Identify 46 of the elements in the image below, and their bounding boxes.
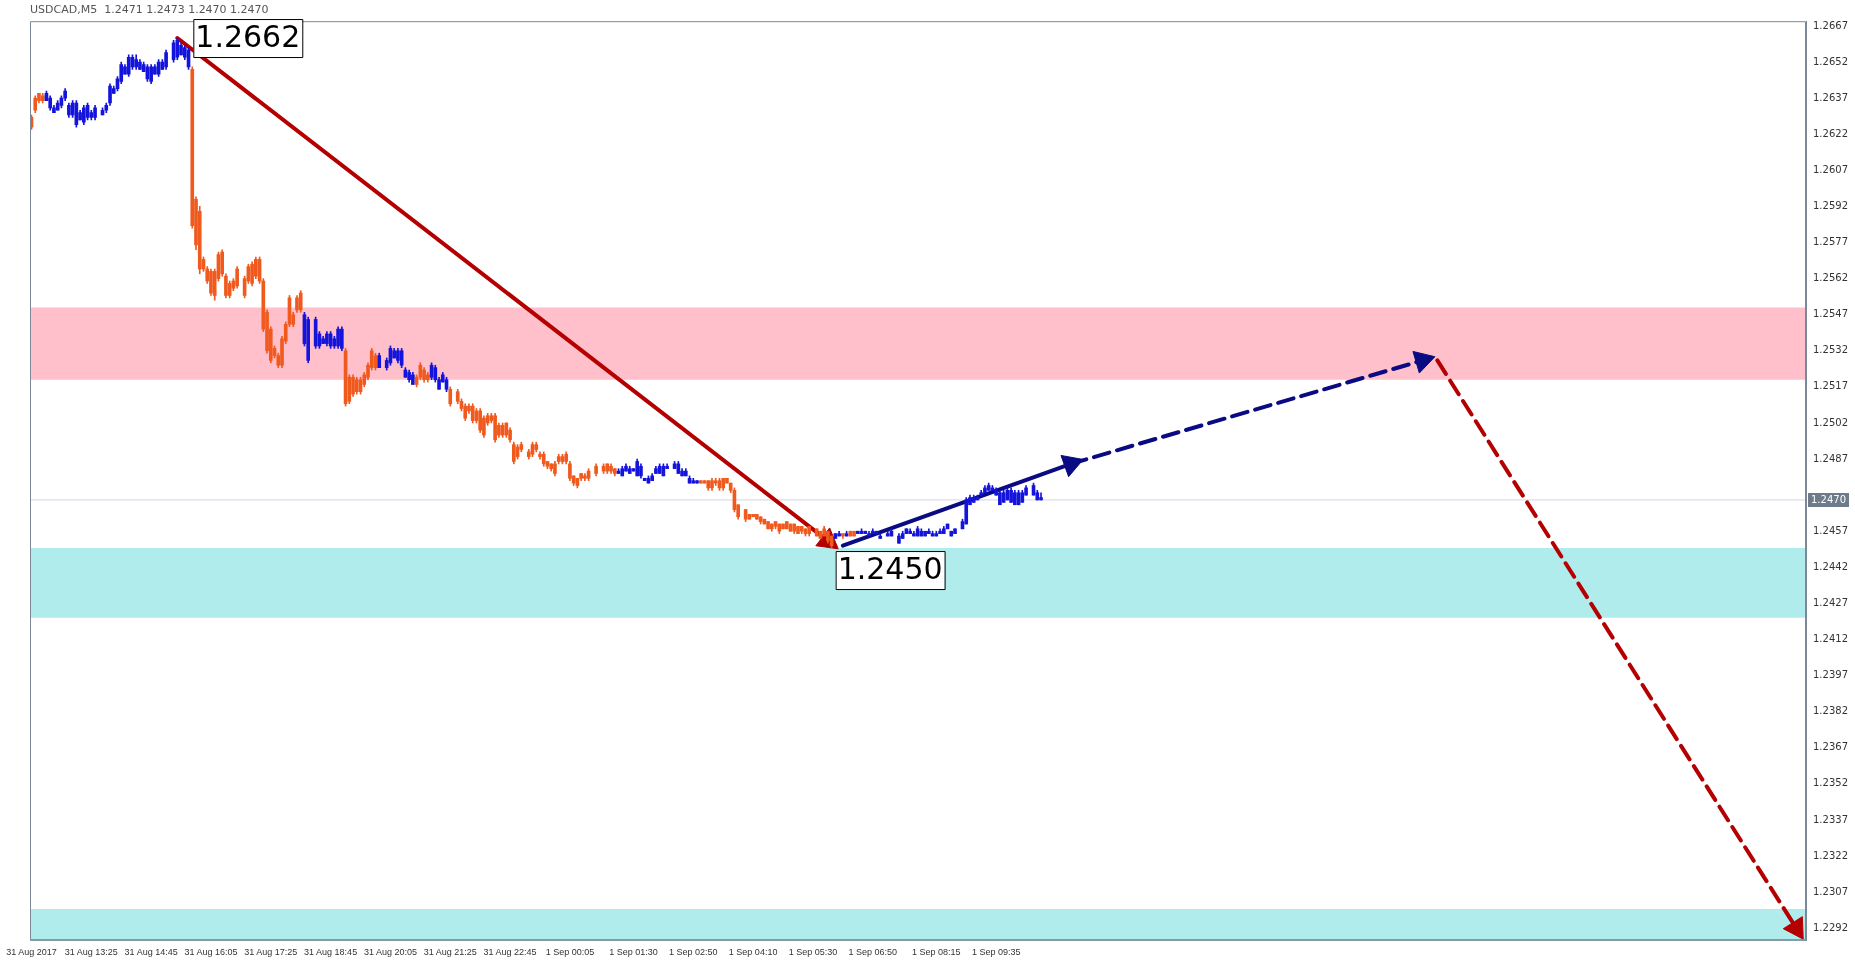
y-tick-label: 1.2412 [1813, 633, 1849, 645]
y-tick-label: 1.2532 [1813, 344, 1849, 356]
annotation: 1.2450 [837, 550, 943, 586]
annotation: 1.2662 [195, 18, 301, 54]
y-tick-label: 1.2487 [1813, 452, 1849, 464]
y-tick-label: 1.2307 [1813, 885, 1849, 897]
y-tick-label: 1.2337 [1813, 813, 1849, 825]
y-tick-label: 1.2667 [1813, 19, 1849, 31]
y-tick-label: 1.2352 [1813, 777, 1849, 789]
x-tick-label: 31 Aug 2017 [6, 947, 57, 958]
ref-line-label: 1.2470 [1811, 493, 1847, 505]
y-tick-label: 1.2652 [1813, 55, 1849, 67]
x-tick-label: 31 Aug 21:25 [423, 947, 477, 958]
y-tick-label: 1.2427 [1813, 596, 1849, 608]
y-tick-label: 1.2397 [1813, 669, 1849, 681]
y-tick-label: 1.2577 [1813, 236, 1849, 248]
y-tick-label: 1.2547 [1813, 308, 1849, 320]
y-tick-label: 1.2607 [1813, 163, 1849, 175]
x-tick-label: 1 Sep 08:15 [912, 947, 961, 958]
y-tick-label: 1.2292 [1813, 921, 1849, 933]
y-tick-label: 1.2592 [1813, 200, 1849, 212]
y-tick-label: 1.2382 [1813, 705, 1849, 717]
x-tick-label: 31 Aug 20:05 [363, 947, 417, 958]
y-tick-label: 1.2622 [1813, 127, 1849, 139]
x-tick-label: 1 Sep 01:30 [609, 947, 658, 958]
y-tick-label: 1.2637 [1813, 91, 1849, 103]
y-tick-label: 1.2457 [1813, 524, 1849, 536]
x-tick-label: 1 Sep 05:30 [788, 947, 838, 958]
x-tick-label: 1 Sep 06:50 [848, 947, 898, 958]
x-tick-label: 1 Sep 04:10 [728, 947, 778, 958]
y-tick-label: 1.2562 [1813, 272, 1849, 284]
x-tick-label: 31 Aug 16:05 [184, 947, 238, 958]
x-tick-label: 31 Aug 18:45 [304, 947, 358, 958]
chart-title: USDCAD,M5 1.2471 1.2473 1.2470 1.2470 [30, 3, 269, 17]
y-tick-label: 1.2517 [1813, 380, 1849, 392]
x-tick-label: 1 Sep 09:35 [971, 947, 1021, 958]
x-tick-label: 31 Aug 22:45 [483, 947, 537, 958]
x-tick-label: 31 Aug 17:25 [244, 947, 298, 958]
x-tick-label: 1 Sep 00:05 [545, 947, 595, 958]
y-tick-label: 1.2367 [1813, 741, 1849, 753]
y-tick-label: 1.2442 [1813, 560, 1849, 572]
x-tick-label: 1 Sep 02:50 [669, 947, 718, 958]
y-tick-label: 1.2322 [1813, 849, 1849, 861]
y-tick-label: 1.2502 [1813, 416, 1849, 428]
x-tick-label: 31 Aug 13:25 [64, 947, 118, 958]
x-tick-label: 31 Aug 14:45 [124, 947, 178, 958]
